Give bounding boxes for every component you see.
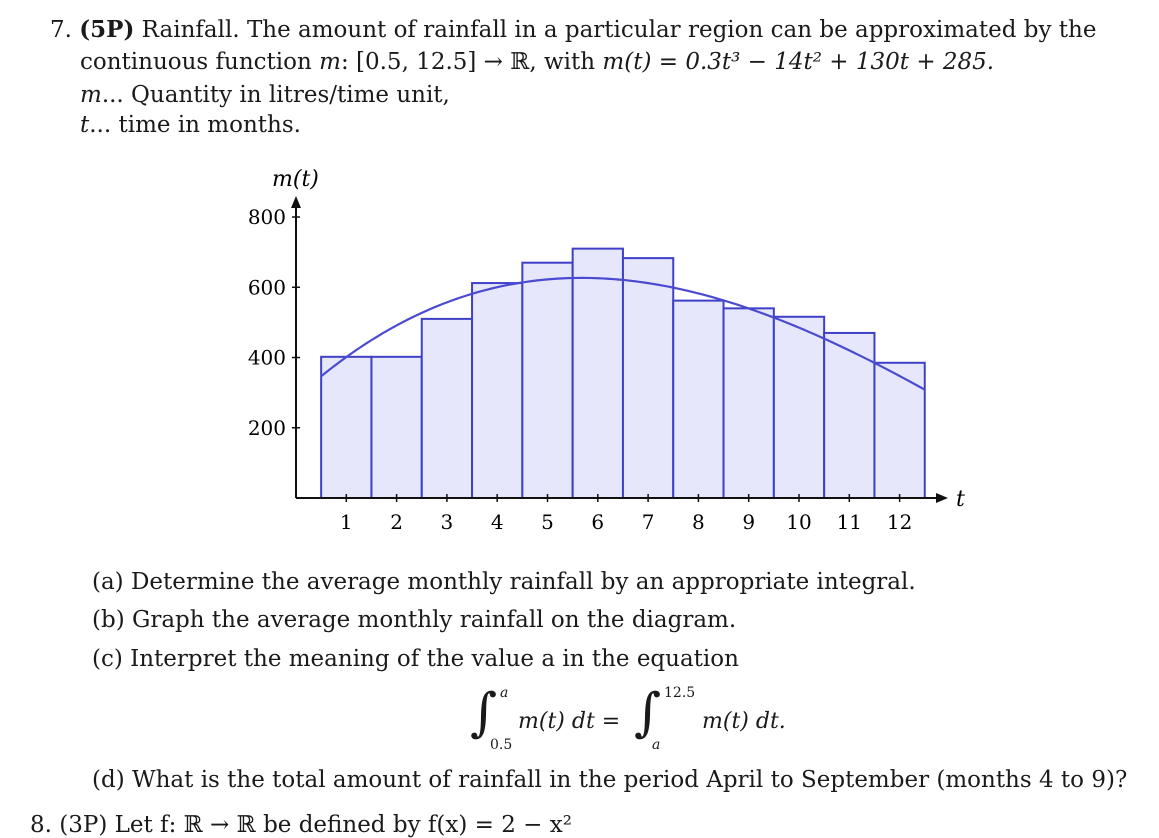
variable-m: m bbox=[80, 82, 102, 108]
x-tick-label-5: 5 bbox=[541, 510, 554, 534]
problem-intro: The amount of rainfall in a particular r… bbox=[246, 17, 1097, 43]
integral-sign-right: ∫ bbox=[634, 683, 662, 743]
rhs-lower-limit: a bbox=[652, 737, 661, 753]
rhs-upper-limit: 12.5 bbox=[664, 685, 696, 701]
y-tick-label-800: 800 bbox=[248, 205, 286, 229]
variable-t: t bbox=[80, 112, 90, 138]
y-tick-label-200: 200 bbox=[248, 416, 286, 440]
problem-title: Rainfall. bbox=[141, 17, 240, 43]
function-name: m bbox=[319, 49, 341, 75]
question-b: (b) Graph the average monthly rainfall o… bbox=[92, 607, 737, 633]
x-tick-label-6: 6 bbox=[591, 510, 604, 534]
bar-month-11 bbox=[823, 331, 876, 499]
bar-month-4 bbox=[471, 282, 524, 500]
bar-month-1 bbox=[320, 355, 373, 499]
integral-sign-left: ∫ bbox=[470, 683, 498, 743]
question-a: (a) Determine the average monthly rainfa… bbox=[92, 569, 916, 595]
x-tick-label-1: 1 bbox=[340, 510, 353, 534]
function-intro: continuous function bbox=[80, 49, 312, 75]
y-tick-label-600: 600 bbox=[248, 275, 286, 299]
next-problem-cutoff: 8. (3P) Let f: ℝ → ℝ be defined by f(x) … bbox=[30, 812, 572, 838]
x-tick-label-3: 3 bbox=[441, 510, 454, 534]
bar-month-6 bbox=[571, 247, 624, 499]
x-tick-label-10: 10 bbox=[786, 510, 811, 534]
bar-month-3 bbox=[420, 317, 474, 499]
function-definition: m(t) = 0.3t³ − 14t² + 130t + 285. bbox=[602, 49, 995, 75]
problem-points: (5P) bbox=[79, 16, 135, 43]
variable-m-description: ... Quantity in litres/time unit, bbox=[101, 82, 450, 108]
lhs-upper-limit: a bbox=[500, 685, 509, 701]
x-tick-label-7: 7 bbox=[642, 510, 655, 534]
x-tick-label-4: 4 bbox=[491, 510, 504, 534]
problem-line-2: continuous function m: [0.5, 12.5] → ℝ, … bbox=[80, 49, 994, 77]
variable-t-description: ... time in months. bbox=[89, 112, 301, 138]
bar-month-12 bbox=[873, 361, 926, 499]
x-tick-label-11: 11 bbox=[837, 510, 862, 534]
bar-month-8 bbox=[672, 299, 725, 500]
bar-month-5 bbox=[521, 261, 574, 500]
x-axis-label: t bbox=[956, 487, 965, 512]
rainfall-curve bbox=[320, 276, 926, 391]
bar-month-7 bbox=[621, 257, 675, 499]
lhs-lower-limit: 0.5 bbox=[490, 737, 513, 753]
bar-month-9 bbox=[722, 307, 775, 499]
x-tick-label-12: 12 bbox=[887, 510, 912, 534]
x-axis-arrow bbox=[936, 493, 948, 503]
function-domain: : [0.5, 12.5] → ℝ, with bbox=[340, 49, 596, 75]
lhs-integrand: m(t) dt = bbox=[518, 709, 621, 734]
x-tick-label-9: 9 bbox=[742, 510, 755, 534]
x-tick-label-8: 8 bbox=[692, 510, 705, 534]
question-c: (c) Interpret the meaning of the value a… bbox=[92, 646, 739, 672]
y-tick-label-400: 400 bbox=[248, 346, 286, 370]
problem-line-1: 7. (5P) Rainfall. The amount of rainfall… bbox=[50, 16, 1096, 45]
y-axis-label: m(t) bbox=[272, 167, 319, 192]
integral-equation: ∫ a 0.5 m(t) dt = ∫ 12.5 a m(t) dt. bbox=[470, 683, 830, 760]
question-d: (d) What is the total amount of rainfall… bbox=[92, 767, 1128, 793]
y-axis-arrow bbox=[291, 196, 301, 208]
rhs-integrand: m(t) dt. bbox=[702, 709, 786, 734]
bar-month-10 bbox=[772, 315, 826, 499]
variable-t-line: t... time in months. bbox=[80, 112, 301, 140]
bar-month-2 bbox=[370, 355, 423, 499]
x-tick-label-2: 2 bbox=[390, 510, 403, 534]
variable-m-line: m... Quantity in litres/time unit, bbox=[80, 82, 450, 110]
problem-number: 7. bbox=[50, 17, 72, 43]
